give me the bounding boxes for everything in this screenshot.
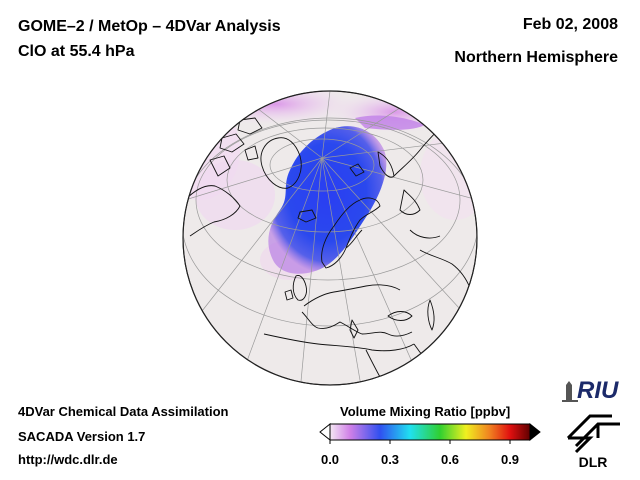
map-title: GOME–2 / MetOp – 4DVar Analysis <box>18 18 281 35</box>
riu-logo: RIU <box>562 377 619 404</box>
date-label: Feb 02, 2008 <box>522 16 618 33</box>
footer-version: SACADA Version 1.7 <box>18 429 146 444</box>
colorbar <box>319 422 541 444</box>
colorbar-tick-label: 0.0 <box>320 452 340 467</box>
globe-outline <box>182 90 478 386</box>
globe-map <box>182 90 478 386</box>
clo-low-band <box>420 130 477 220</box>
clo-vortex-high <box>268 126 387 274</box>
colorbar-gradient <box>329 423 531 441</box>
colorbar-tick-marks <box>329 440 511 444</box>
colorbar-tick-label: 0.6 <box>440 452 460 467</box>
region-label: Northern Hemisphere <box>454 49 618 66</box>
riu-emblem-icon <box>566 381 572 401</box>
footer-url: http://wdc.dlr.de <box>18 452 118 467</box>
graticule <box>183 91 477 385</box>
colorbar-tick-label: 0.3 <box>380 452 400 467</box>
colorbar-under-arrow <box>319 422 331 442</box>
clo-low-band <box>355 115 425 130</box>
colorbar-tick-label: 0.9 <box>500 452 520 467</box>
footer-system: 4DVar Chemical Data Assimilation <box>18 404 229 419</box>
dlr-logo: DLR <box>566 414 620 470</box>
map-subtitle: ClO at 55.4 hPa <box>18 43 135 60</box>
riu-logo-text: RIU <box>577 377 619 404</box>
colorbar-over-arrow <box>529 422 541 442</box>
dlr-logo-text: DLR <box>579 454 608 470</box>
dlr-emblem-icon <box>566 414 620 454</box>
coastlines <box>184 117 471 385</box>
colorbar-title: Volume Mixing Ratio [ppbv] <box>340 404 511 419</box>
clo-low-band <box>195 160 275 230</box>
